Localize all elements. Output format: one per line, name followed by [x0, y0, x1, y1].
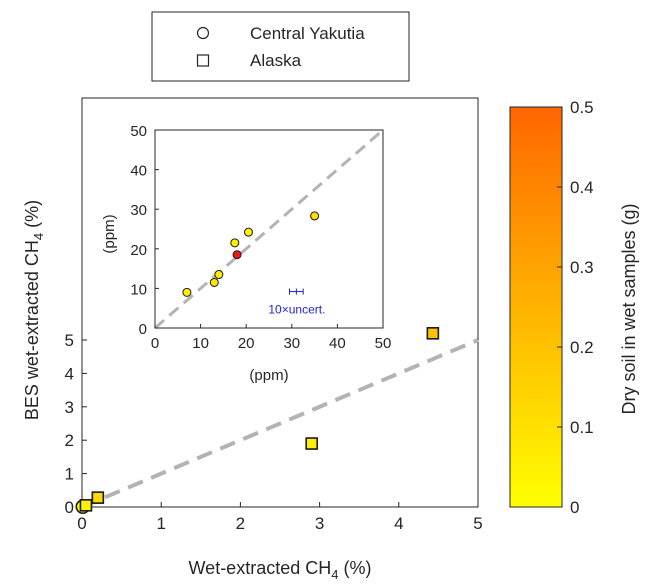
- inset-x-axis-label: (ppm): [249, 367, 288, 384]
- inset-points-group: [182, 211, 320, 297]
- inset-circle-point: [310, 211, 320, 221]
- main-square-point: [91, 491, 105, 504]
- colorbar-tick-label: 0: [570, 498, 579, 517]
- main-ytick-label: 2: [65, 431, 74, 450]
- inset-circle-point: [230, 238, 240, 248]
- main-one-to-one-line: [81, 338, 479, 509]
- colorbar-tick-label: 0.1: [570, 418, 594, 437]
- main-xlabel-suffix: (%): [338, 558, 371, 578]
- main-xtick-label: 0: [77, 514, 86, 533]
- main-ytick-label: 4: [65, 364, 74, 383]
- main-ytick-label: 0: [65, 498, 74, 517]
- inset-ytick-label: 30: [130, 202, 147, 219]
- main-ytick-label: 5: [65, 331, 74, 350]
- inset-ytick-label: 20: [130, 242, 147, 259]
- main-square-point: [79, 499, 93, 512]
- colorbar-tick-label: 0.5: [570, 98, 594, 117]
- inset-ytick-label: 0: [139, 321, 147, 338]
- legend-square-icon: [196, 54, 210, 67]
- inset-circle-point: [232, 250, 242, 260]
- inset-one-to-one-line: [154, 128, 384, 330]
- main-ylabel-suffix: (%): [22, 200, 42, 233]
- inset-xtick-label: 10: [192, 335, 209, 352]
- main-one-to-one-line-group: [81, 338, 479, 509]
- inset-ytick-label: 10: [130, 281, 147, 298]
- inset-xtick-label: 20: [238, 335, 255, 352]
- inset-ticks-group: 0 10 20 30 40 50 0 10 20 30 40 50: [130, 123, 391, 352]
- inset-xtick-label: 40: [329, 335, 346, 352]
- main-xlabel-sub: 4: [331, 567, 338, 582]
- colorbar-gradient: [509, 106, 563, 508]
- colorbar-tick-label: 0.2: [570, 338, 594, 357]
- main-xtick-label: 2: [236, 514, 245, 533]
- main-xtick-label: 4: [394, 514, 403, 533]
- inset-xtick-label: 50: [375, 335, 392, 352]
- main-xtick-label: 3: [315, 514, 324, 533]
- inset-circle-point: [243, 227, 253, 237]
- main-xtick-label: 1: [156, 514, 165, 533]
- main-ylabel-sub: 4: [31, 233, 46, 240]
- main-xlabel-main: Wet-extracted CH: [189, 558, 332, 578]
- inset-y-axis-label: (ppm): [101, 214, 118, 253]
- colorbar-tick-label: 0.4: [570, 178, 594, 197]
- inset-circle-point: [182, 287, 192, 297]
- inset-error-bar-label: 10×uncert.: [268, 303, 325, 317]
- legend-box: [151, 11, 410, 82]
- main-x-axis-label: Wet-extracted CH4 (%): [189, 558, 372, 582]
- legend-circle-icon: [196, 26, 210, 40]
- main-xtick-label: 5: [473, 514, 482, 533]
- inset-xtick-label: 30: [283, 335, 300, 352]
- colorbar-ticks-group: 0 0.1 0.2 0.3 0.4 0.5: [557, 98, 594, 517]
- main-points-group: [75, 327, 440, 514]
- colorbar-label: Dry soil in wet samples (g): [619, 203, 639, 414]
- inset-circle-point: [209, 277, 219, 287]
- legend-label-alaska: Alaska: [250, 51, 302, 70]
- legend-label-central-yakutia: Central Yakutia: [250, 24, 365, 43]
- inset-one-to-one-line-group: [154, 128, 384, 330]
- colorbar: 0 0.1 0.2 0.3 0.4 0.5 Dry soil in wet samples…: [509, 98, 639, 517]
- main-ylabel-main: BES wet-extracted CH: [22, 240, 42, 420]
- main-ytick-label: 1: [65, 465, 74, 484]
- main-y-axis-label: BES wet-extracted CH4 (%): [22, 200, 46, 420]
- inset-circle-point: [214, 270, 224, 280]
- main-square-point: [305, 437, 318, 450]
- colorbar-tick-label: 0.3: [570, 258, 594, 277]
- main-square-point: [426, 327, 440, 340]
- inset-ytick-label: 50: [130, 123, 147, 140]
- inset-error-bar-group: 10×uncert.: [268, 288, 325, 317]
- main-ytick-label: 3: [65, 398, 74, 417]
- inset-xtick-label: 0: [151, 335, 159, 352]
- inset-ytick-label: 40: [130, 163, 147, 180]
- legend: Central Yakutia Alaska: [151, 11, 410, 82]
